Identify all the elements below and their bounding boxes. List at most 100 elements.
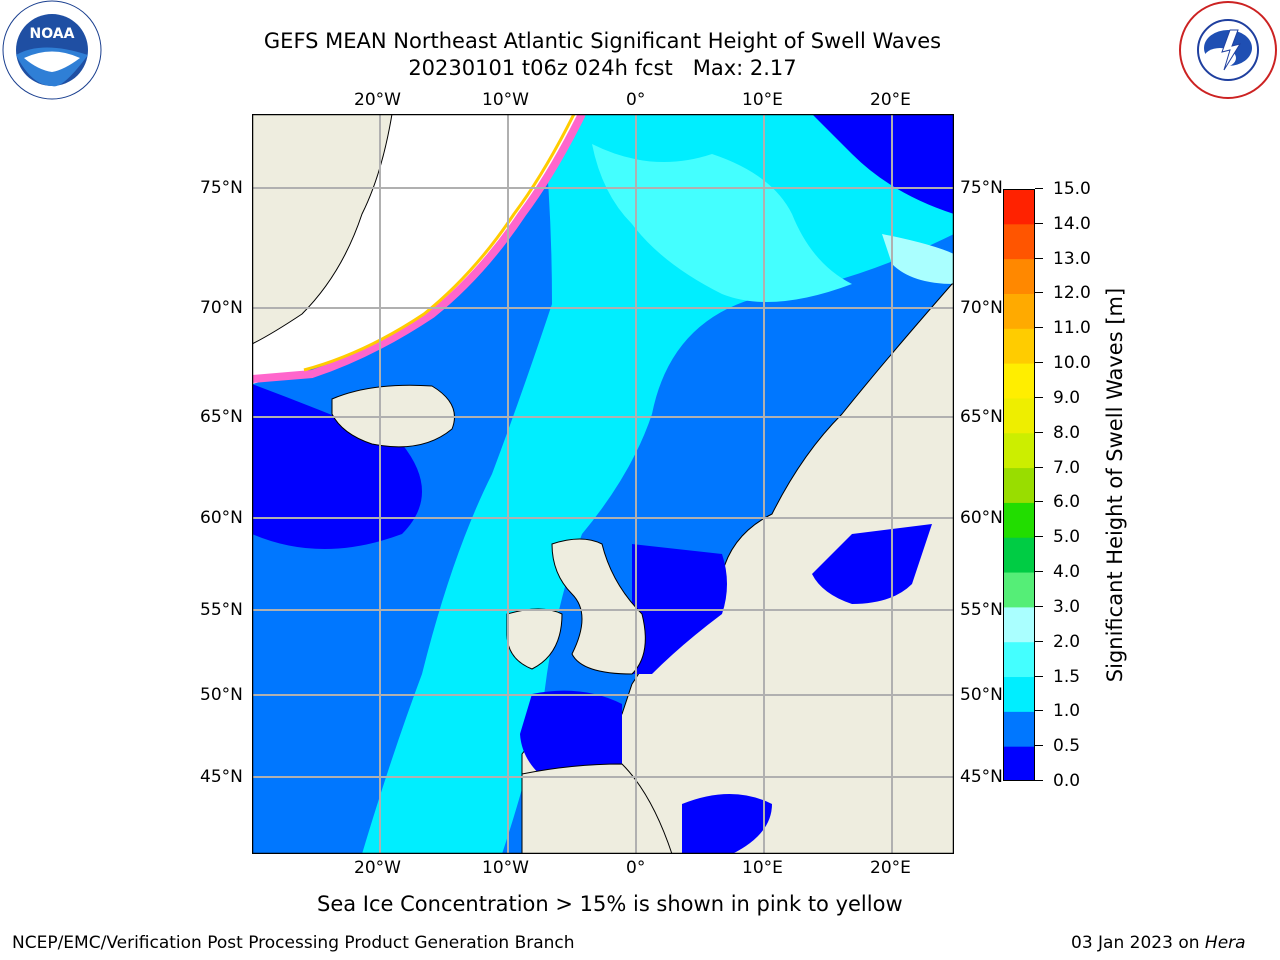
- lat-label-right-70n: 70°N: [960, 298, 1003, 318]
- lon-label-bottom-10w: 10°W: [482, 858, 529, 878]
- colorbar-tick-mark: [1035, 780, 1043, 781]
- colorbar-cell: [1003, 641, 1035, 678]
- greenland-land: [252, 114, 393, 345]
- lat-label-left-55n: 55°N: [200, 600, 243, 620]
- baltic-sea: [812, 524, 932, 604]
- colorbar-tick-mark: [1035, 605, 1043, 607]
- nws-logo-icon: [1178, 0, 1278, 100]
- colorbar-cell: [1003, 711, 1035, 747]
- lat-label-left-75n: 75°N: [200, 178, 243, 198]
- lat-label-left-65n: 65°N: [200, 407, 243, 427]
- colorbar-title: Significant Height of Swell Waves [m]: [1103, 287, 1127, 683]
- colorbar-cell: [1003, 502, 1035, 538]
- colorbar-cell: [1003, 676, 1035, 712]
- lon-label-bottom-20e: 20°E: [870, 858, 911, 878]
- colorbar-tick-label: 7.0: [1053, 457, 1081, 478]
- colorbar-tick-label: 10.0: [1053, 353, 1091, 374]
- colorbar-tick-mark: [1035, 501, 1043, 503]
- colorbar-tick-label: 4.0: [1053, 562, 1081, 583]
- colorbar-tick-label: 0.0: [1053, 771, 1081, 791]
- lat-label-right-45n: 45°N: [960, 767, 1003, 787]
- colorbar-tick-label: 8.0: [1053, 422, 1081, 443]
- colorbar-tick-mark: [1035, 257, 1043, 259]
- lat-label-left-70n: 70°N: [200, 298, 243, 318]
- lat-label-right-65n: 65°N: [960, 407, 1003, 427]
- swell-band-2-0: [592, 144, 852, 302]
- mediterranean-sea: [682, 794, 772, 854]
- colorbar-tick-mark: [1035, 292, 1043, 294]
- swell-band-1-5: [362, 114, 954, 854]
- colorbar-tick-mark: [1035, 396, 1043, 398]
- colorbar-cell: [1003, 189, 1035, 225]
- colorbar-tick-label: 1.0: [1053, 701, 1081, 722]
- colorbar-cell: [1003, 328, 1035, 364]
- lat-label-right-50n: 50°N: [960, 685, 1003, 705]
- footer-credit: NCEP/EMC/Verification Post Processing Pr…: [12, 933, 575, 953]
- map-frame: [252, 114, 954, 854]
- colorbar-tick-mark: [1035, 745, 1043, 747]
- colorbar-tick-mark: [1035, 431, 1043, 433]
- colorbar-cell: [1003, 258, 1035, 294]
- colorbar-tick-mark: [1035, 536, 1043, 538]
- footer-host: Hera: [1204, 933, 1246, 953]
- swell-band-2-5: [882, 234, 954, 284]
- lat-label-right-75n: 75°N: [960, 178, 1003, 198]
- great-britain: [551, 538, 646, 675]
- colorbar-tick-label: 2.0: [1053, 631, 1081, 652]
- lon-label-top-0: 0°: [626, 90, 646, 110]
- chart-title: GEFS MEAN Northeast Atlantic Significant…: [263, 29, 942, 53]
- colorbar-tick-label: 13.0: [1053, 248, 1091, 269]
- lon-label-bottom-20w: 20°W: [354, 858, 401, 878]
- iberian-peninsula: [521, 763, 673, 854]
- colorbar-cell: [1003, 223, 1035, 260]
- colorbar-tick-mark: [1035, 466, 1043, 468]
- noaa-logo-icon: NOAA: [2, 0, 102, 100]
- lat-label-left-60n: 60°N: [200, 508, 243, 528]
- lon-label-bottom-10e: 10°E: [742, 858, 783, 878]
- colorbar-tick-label: 3.0: [1053, 596, 1081, 617]
- footer-date-text: 03 Jan 2023 on: [1071, 933, 1205, 953]
- colorbar-tick-mark: [1035, 362, 1043, 364]
- colorbar-tick-label: 1.5: [1053, 666, 1081, 687]
- colorbar-cell: [1003, 606, 1035, 643]
- colorbar-tick-label: 6.0: [1053, 492, 1081, 513]
- footer-date: 03 Jan 2023 on Hera: [1071, 933, 1246, 953]
- lat-label-right-55n: 55°N: [960, 600, 1003, 620]
- colorbar-tick-label: 9.0: [1053, 387, 1081, 408]
- lon-label-top-20e: 20°E: [870, 90, 911, 110]
- colorbar-tick-mark: [1035, 327, 1043, 329]
- lon-label-top-20w: 20°W: [354, 90, 401, 110]
- map-gridlines: [252, 114, 954, 854]
- colorbar-cell: [1003, 432, 1035, 469]
- bay-of-biscay: [520, 690, 622, 784]
- colorbar-tick-label: 15.0: [1053, 179, 1091, 199]
- colorbar-tick-label: 0.5: [1053, 736, 1081, 757]
- colorbar: [1003, 189, 1035, 781]
- colorbar-cell: [1003, 537, 1035, 573]
- colorbar-tick-mark: [1035, 571, 1043, 573]
- lat-label-left-50n: 50°N: [200, 685, 243, 705]
- noaa-logo-text: NOAA: [30, 26, 75, 42]
- colorbar-tick-mark: [1035, 675, 1043, 677]
- colorbar-tick-mark: [1035, 710, 1043, 712]
- colorbar-tick-mark: [1035, 222, 1043, 224]
- lon-label-top-10w: 10°W: [482, 90, 529, 110]
- colorbar-tick-mark: [1035, 188, 1043, 189]
- lon-label-top-10e: 10°E: [742, 90, 783, 110]
- colorbar-cell: [1003, 293, 1035, 329]
- colorbar-tick-label: 11.0: [1053, 318, 1091, 339]
- colorbar-cell: [1003, 467, 1035, 503]
- colorbar-tick-label: 14.0: [1053, 213, 1091, 234]
- chart-subtitle: 20230101 t06z 024h fcst Max: 2.17: [408, 56, 797, 80]
- colorbar-cell: [1003, 363, 1035, 399]
- colorbar-cell: [1003, 572, 1035, 608]
- colorbar-tick-label: 5.0: [1053, 527, 1081, 548]
- sea-ice-edge-yellow: [303, 114, 576, 372]
- sea-ice-edge: [252, 114, 586, 383]
- lon-label-bottom-0: 0°: [626, 858, 646, 878]
- sea-ice-caption: Sea Ice Concentration > 15% is shown in …: [317, 892, 903, 916]
- colorbar-cell: [1003, 397, 1035, 434]
- swell-height-map: [252, 114, 954, 854]
- colorbar-tick-label: 12.0: [1053, 283, 1091, 304]
- colorbar-cell: [1003, 746, 1035, 781]
